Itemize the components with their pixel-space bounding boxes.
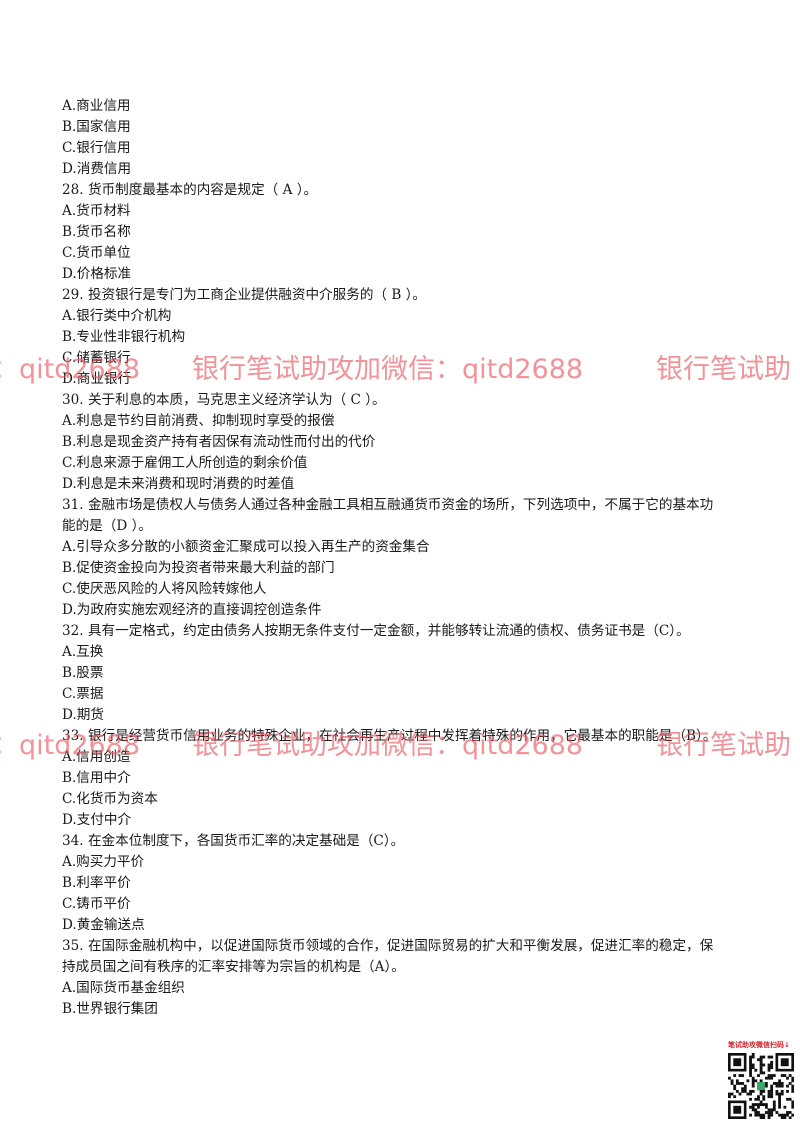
- text-line: A.国际货币基金组织: [62, 980, 185, 996]
- question-text: 33. 银行是经营货币信用业务的特殊企业，在社会再生产过程中发挥着特殊的作用，它…: [62, 728, 717, 744]
- text-line: A.银行类中介机构: [62, 308, 172, 324]
- text-line: B.世界银行集团: [62, 1001, 158, 1017]
- text-line: C.化货币为资本: [62, 791, 158, 807]
- text-line: C.使厌恶风险的人将风险转嫁他人: [62, 581, 267, 597]
- text-line: A.互换: [62, 644, 104, 660]
- text-line: A.引导众多分散的小额资金汇聚成可以投入再生产的资金集合: [62, 539, 430, 555]
- text-line: A.利息是节约目前消费、抑制现时享受的报偿: [62, 413, 335, 429]
- text-line: C.货币单位: [62, 245, 131, 261]
- qr-caption: 笔试助攻微信扫码↓: [728, 1041, 790, 1049]
- question-text: 35. 在国际金融机构中，以促进国际货币领域的合作，促进国际贸易的扩大和平衡发展…: [62, 938, 714, 954]
- text-line: D.利息是未来消费和现时消费的时差值: [62, 476, 295, 492]
- text-line: B.专业性非银行机构: [62, 329, 186, 345]
- text-line: D.黄金输送点: [62, 917, 145, 933]
- text-line: B.促使资金投向为投资者带来最大利益的部门: [62, 560, 335, 576]
- text-line: D.商业银行: [62, 371, 132, 387]
- text-line: A.购买力平价: [62, 854, 145, 870]
- text-line: B.股票: [62, 665, 104, 681]
- qr-code-block[interactable]: 笔试助攻微信扫码↓: [728, 1040, 796, 1122]
- question-text: 34. 在金本位制度下，各国货币汇率的决定基础是（C）。: [62, 833, 405, 849]
- text-line: D.价格标准: [62, 266, 132, 282]
- text-line: D.支付中介: [62, 812, 132, 828]
- question-text: 31. 金融市场是债权人与债务人通过各种金融工具相互融通货币资金的场所，下列选项…: [62, 497, 714, 513]
- question-text: 28. 货币制度最基本的内容是规定（ A ）。: [62, 182, 318, 198]
- text-line: B.信用中介: [62, 770, 131, 786]
- text-line: 持成员国之间有秩序的汇率安排等为宗旨的机构是（A）。: [62, 959, 405, 975]
- text-line: D.为政府实施宏观经济的直接调控创造条件: [62, 602, 322, 618]
- text-line: C.票据: [62, 686, 104, 702]
- text-line: C.储蓄银行: [62, 350, 131, 366]
- text-line: C.银行信用: [62, 140, 131, 156]
- text-line: A.货币材料: [62, 203, 131, 219]
- text-line: B.利率平价: [62, 875, 131, 891]
- question-text: 30. 关于利息的本质，马克思主义经济学认为（ C ）。: [62, 392, 386, 408]
- text-line: A.信用创造: [62, 749, 131, 765]
- text-line: B.利息是现金资产持有者因保有流动性而付出的代价: [62, 434, 376, 450]
- text-line: B.国家信用: [62, 119, 131, 135]
- text-line: C.铸币平价: [62, 896, 131, 912]
- text-line: B.货币名称: [62, 224, 131, 240]
- question-text: 32. 具有一定格式，约定由债务人按期无条件支付一定金额，并能够转让流通的债权、…: [62, 623, 690, 639]
- question-text: 29. 投资银行是专门为工商企业提供融资中介服务的（ B ）。: [62, 287, 427, 303]
- text-line: D.消费信用: [62, 161, 132, 177]
- text-line: C.利息来源于雇佣工人所创造的剩余价值: [62, 455, 308, 471]
- qr-code-icon: [728, 1053, 794, 1119]
- document-body: A.商业信用 B.国家信用 C.银行信用 D.消费信用 28. 货币制度最基本的内容是规…: [62, 96, 744, 1020]
- text-line: 能的是（D ）。: [62, 518, 152, 534]
- text-line: A.商业信用: [62, 98, 131, 114]
- text-line: D.期货: [62, 707, 104, 723]
